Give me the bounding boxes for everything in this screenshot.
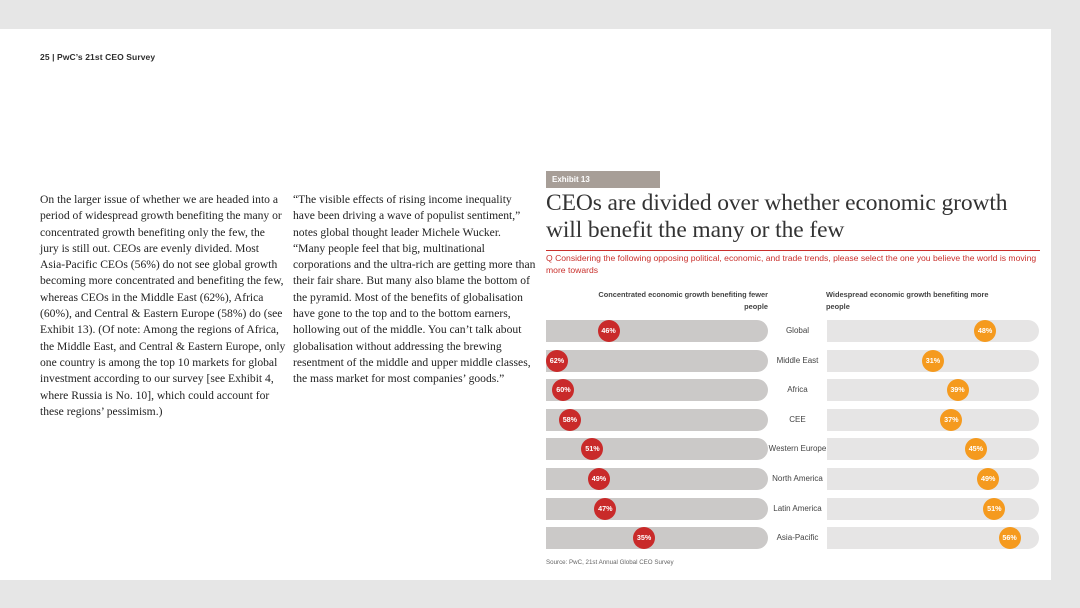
region-label: Asia-Pacific bbox=[776, 533, 819, 543]
region-label: Latin America bbox=[773, 503, 822, 513]
concentrated-value-marker: 35% bbox=[633, 527, 656, 550]
region-label: North America bbox=[772, 474, 823, 483]
concentrated-bar bbox=[546, 527, 768, 550]
chart-row: Global 46% 48% bbox=[546, 320, 1040, 342]
concentrated-value-marker: 46% bbox=[597, 320, 620, 342]
widespread-value-marker: 39% bbox=[946, 379, 969, 402]
chart-row: Africa 60% 39% bbox=[546, 379, 1040, 402]
chart-row: Western Europe 51% 45% bbox=[546, 438, 1040, 461]
body-text-column-1: On the larger issue of whether we are he… bbox=[40, 193, 286, 418]
widespread-value-marker: 56% bbox=[998, 527, 1021, 550]
legend-concentrated: Concentrated economic growth benefiting … bbox=[598, 290, 768, 311]
region-label: Global bbox=[785, 326, 810, 335]
chart-row: Latin America 47% 51% bbox=[546, 497, 1040, 520]
region-label: CEE bbox=[789, 414, 806, 424]
widespread-value-marker: 49% bbox=[977, 468, 1000, 490]
region-label: Western Europe bbox=[768, 444, 827, 454]
page-header: 25 | PwC’s 21st CEO Survey bbox=[40, 52, 156, 62]
concentrated-bar bbox=[546, 379, 768, 402]
exhibit-title: CEOs are divided over whether economic g… bbox=[546, 190, 1008, 243]
widespread-bar bbox=[827, 527, 1039, 550]
report-page: 25 | PwC’s 21st CEO Survey On the larger… bbox=[0, 29, 1051, 580]
legend-widespread: Widespread economic growth benefiting mo… bbox=[826, 290, 989, 311]
concentrated-value-marker: 47% bbox=[594, 497, 617, 520]
concentrated-bar bbox=[546, 468, 768, 490]
title-divider bbox=[546, 250, 1040, 251]
concentrated-value-marker: 51% bbox=[581, 438, 604, 461]
region-label: Middle East bbox=[776, 355, 819, 365]
concentrated-value-marker: 60% bbox=[552, 379, 575, 402]
chart-row: Asia-Pacific 35% 56% bbox=[546, 527, 1040, 550]
concentrated-bar bbox=[546, 349, 768, 372]
chart-row: CEE 58% 37% bbox=[546, 408, 1040, 431]
widespread-bar bbox=[827, 408, 1039, 431]
widespread-value-marker: 37% bbox=[940, 408, 963, 431]
exhibit-label: Exhibit 13 bbox=[546, 171, 660, 188]
widespread-value-marker: 45% bbox=[964, 438, 987, 461]
widespread-bar bbox=[827, 438, 1039, 461]
chart-row: North America 49% 49% bbox=[546, 468, 1040, 490]
concentrated-value-marker: 62% bbox=[546, 349, 568, 372]
concentrated-value-marker: 49% bbox=[587, 468, 610, 490]
widespread-bar bbox=[827, 468, 1039, 490]
concentrated-bar bbox=[546, 320, 768, 342]
survey-question: Q Considering the following opposing pol… bbox=[546, 253, 1037, 275]
widespread-value-marker: 31% bbox=[922, 349, 944, 372]
widespread-value-marker: 51% bbox=[983, 497, 1006, 520]
concentrated-bar bbox=[546, 408, 768, 431]
chart-row: Middle East 62% 31% bbox=[546, 349, 1040, 372]
source-note: Source: PwC, 21st Annual Global CEO Surv… bbox=[546, 559, 674, 566]
concentrated-value-marker: 58% bbox=[558, 408, 581, 431]
widespread-bar bbox=[827, 379, 1039, 402]
widespread-bar bbox=[827, 497, 1039, 520]
body-text-column-2: “The visible effects of rising income in… bbox=[293, 193, 536, 386]
widespread-bar bbox=[827, 320, 1039, 342]
concentrated-bar bbox=[546, 497, 768, 520]
region-label: Africa bbox=[787, 385, 808, 395]
widespread-value-marker: 48% bbox=[974, 320, 997, 342]
concentrated-bar bbox=[546, 438, 768, 461]
